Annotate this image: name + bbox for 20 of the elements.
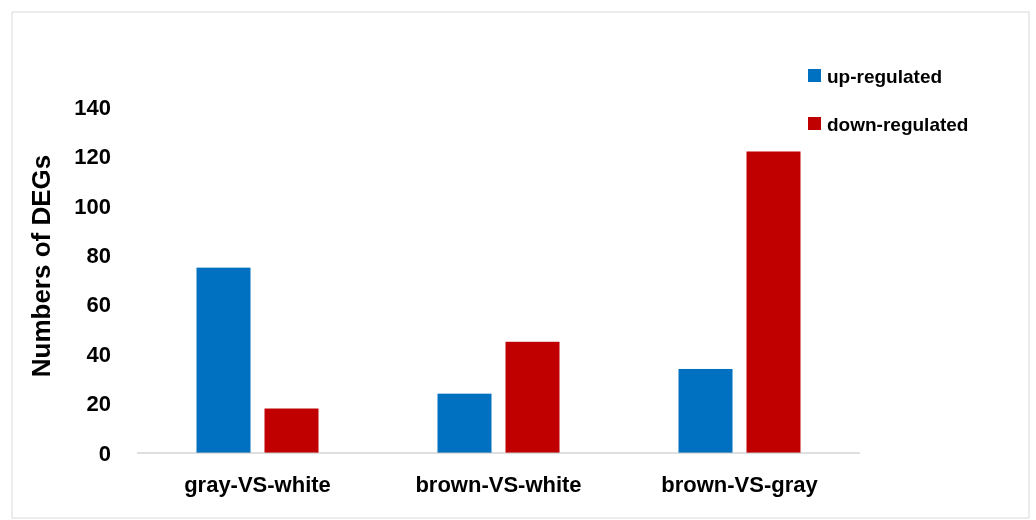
bar — [196, 267, 251, 453]
x-tick-label: brown-VS-white — [415, 472, 582, 497]
x-tick-label: gray-VS-white — [184, 472, 331, 497]
y-tick-label: 80 — [86, 242, 111, 268]
y-tick-label: 100 — [74, 193, 111, 219]
x-tick-label: brown-VS-gray — [661, 472, 819, 497]
bar — [746, 151, 801, 453]
y-tick-label: 20 — [86, 391, 111, 417]
legend-label: up-regulated — [827, 65, 943, 87]
y-tick-label: 140 — [74, 94, 111, 120]
y-axis-title: Numbers of DEGs — [26, 154, 56, 378]
y-tick-label: 60 — [86, 292, 111, 318]
bar — [678, 368, 733, 453]
y-tick-label: 120 — [74, 144, 111, 170]
y-tick-label: 40 — [86, 341, 111, 367]
y-tick-label: 0 — [98, 440, 111, 466]
bar — [437, 393, 492, 453]
legend-label: down-regulated — [827, 113, 969, 135]
bar — [264, 408, 319, 453]
bar — [505, 341, 560, 453]
